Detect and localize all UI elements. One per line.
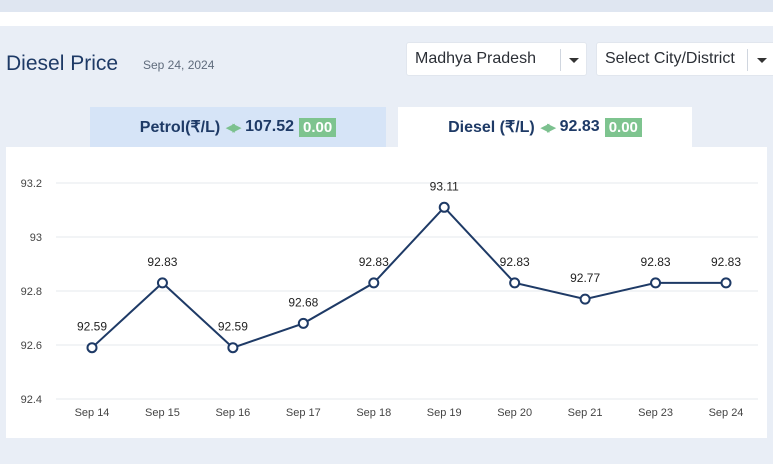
y-tick-label: 92.8	[21, 286, 42, 298]
data-point	[720, 277, 732, 289]
price-chart-card: 92.4 92.6 92.8 93 93.2 Sep 14 Sep 15 Sep 16 Sep …	[6, 147, 767, 438]
data-point	[438, 201, 450, 213]
page-title: Diesel Price	[6, 52, 119, 75]
price-change-arrows-icon: ◀▶	[226, 121, 241, 134]
price-change-arrows-icon: ◀▶	[540, 121, 556, 134]
data-point	[650, 277, 662, 289]
data-point	[297, 317, 309, 329]
chevron-down-icon[interactable]	[757, 58, 767, 63]
x-tick-label: Sep 16	[215, 407, 250, 419]
state-select-label: Madhya Pradesh	[415, 50, 536, 67]
data-label: 92.59	[218, 320, 248, 334]
city-select-divider	[747, 49, 748, 71]
data-point	[156, 277, 168, 289]
diesel-price-line	[91, 205, 726, 349]
x-tick-label: Sep 15	[145, 407, 180, 419]
x-tick-label: Sep 19	[427, 407, 462, 419]
y-tick-label: 93	[30, 232, 42, 244]
data-label: 92.83	[500, 255, 530, 269]
y-tick-label: 92.4	[21, 394, 42, 406]
x-tick-label: Sep 14	[75, 407, 110, 419]
data-point	[509, 277, 521, 289]
data-label: 92.68	[288, 295, 318, 309]
x-tick-label: Sep 23	[638, 407, 673, 419]
data-point	[579, 293, 591, 305]
chevron-down-icon[interactable]	[569, 58, 579, 63]
data-point	[86, 342, 98, 354]
tab-petrol-price: 107.52	[245, 118, 295, 135]
tab-diesel-price: 92.83	[559, 118, 600, 135]
city-select-label: Select City/District	[605, 50, 735, 67]
data-point	[368, 277, 380, 289]
tab-petrol-change-badge: 0.00	[299, 117, 337, 137]
x-tick-label: Sep 24	[709, 407, 744, 419]
top-strip	[0, 0, 773, 12]
data-label: 92.83	[359, 255, 389, 269]
data-label: 92.83	[711, 255, 741, 269]
data-label: 92.59	[77, 320, 107, 334]
data-point	[227, 342, 239, 354]
city-select[interactable]: Select City/District	[596, 42, 773, 76]
tab-petrol-label: Petrol(₹/L)	[139, 119, 221, 136]
x-tick-label: Sep 18	[356, 407, 391, 419]
page-date: Sep 24, 2024	[143, 58, 215, 72]
tab-diesel[interactable]: Diesel (₹/L) ◀▶ 92.83 0.00	[398, 107, 692, 147]
x-tick-label: Sep 20	[497, 407, 532, 419]
price-line-chart: 92.4 92.6 92.8 93 93.2 Sep 14 Sep 15 Sep 16 Sep …	[21, 178, 758, 419]
y-tick-label: 93.2	[21, 178, 42, 190]
data-label: 93.11	[430, 179, 459, 193]
tab-petrol[interactable]: Petrol(₹/L) ◀▶ 107.52 0.00	[90, 107, 386, 147]
state-select[interactable]: Madhya Pradesh	[406, 42, 587, 76]
x-tick-label: Sep 17	[286, 407, 321, 419]
x-tick-label: Sep 21	[568, 407, 603, 419]
top-band	[0, 12, 773, 26]
data-label: 92.77	[570, 271, 600, 285]
data-label: 92.83	[147, 255, 177, 269]
y-tick-label: 92.6	[21, 340, 42, 352]
tab-diesel-label: Diesel (₹/L)	[448, 119, 535, 136]
state-select-divider	[560, 49, 561, 71]
data-label: 92.83	[641, 255, 671, 269]
tab-diesel-change-badge: 0.00	[604, 117, 642, 137]
